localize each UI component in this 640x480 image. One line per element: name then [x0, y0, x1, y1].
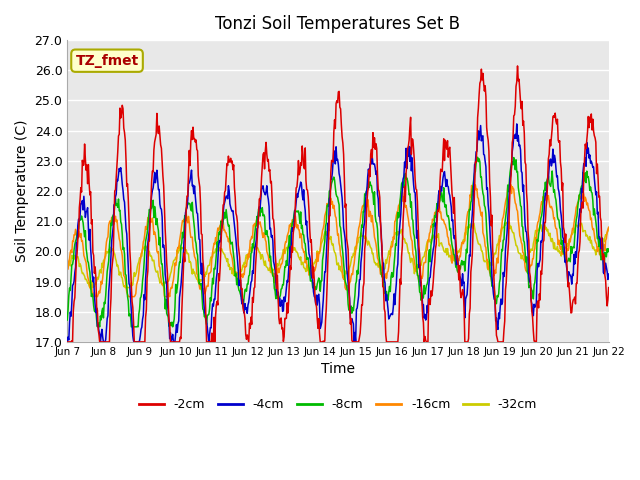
- X-axis label: Time: Time: [321, 362, 355, 376]
- Y-axis label: Soil Temperature (C): Soil Temperature (C): [15, 120, 29, 262]
- Title: Tonzi Soil Temperatures Set B: Tonzi Soil Temperatures Set B: [216, 15, 460, 33]
- Legend: -2cm, -4cm, -8cm, -16cm, -32cm: -2cm, -4cm, -8cm, -16cm, -32cm: [134, 394, 542, 417]
- Text: TZ_fmet: TZ_fmet: [76, 54, 139, 68]
